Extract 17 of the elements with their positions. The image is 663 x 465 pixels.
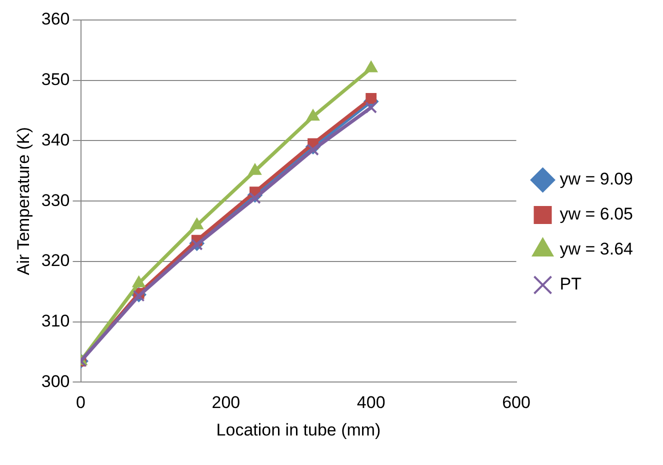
y-tick-label: 340 — [41, 130, 70, 150]
legend-label: yw = 3.64 — [560, 240, 634, 259]
y-tick-label: 330 — [41, 190, 70, 210]
y-tick-label: 310 — [41, 312, 70, 331]
x-tick-label: 600 — [502, 393, 530, 412]
y-tick-label: 360 — [41, 10, 70, 29]
legend-label: yw = 6.05 — [560, 204, 634, 224]
y-tick-label: 300 — [41, 372, 70, 391]
legend-label: yw = 9.09 — [560, 170, 634, 189]
x-tick-label: 400 — [356, 393, 386, 412]
legend-label: PT — [560, 274, 582, 294]
x-axis-title: Location in tube (mm) — [216, 420, 381, 440]
x-tick-label: 200 — [212, 393, 240, 412]
y-tick-label: 320 — [41, 251, 70, 270]
x-tick-label: 0 — [76, 393, 86, 412]
y-axis-title: Air Temperature (K) — [14, 127, 33, 276]
y-tick-label: 350 — [41, 70, 70, 90]
